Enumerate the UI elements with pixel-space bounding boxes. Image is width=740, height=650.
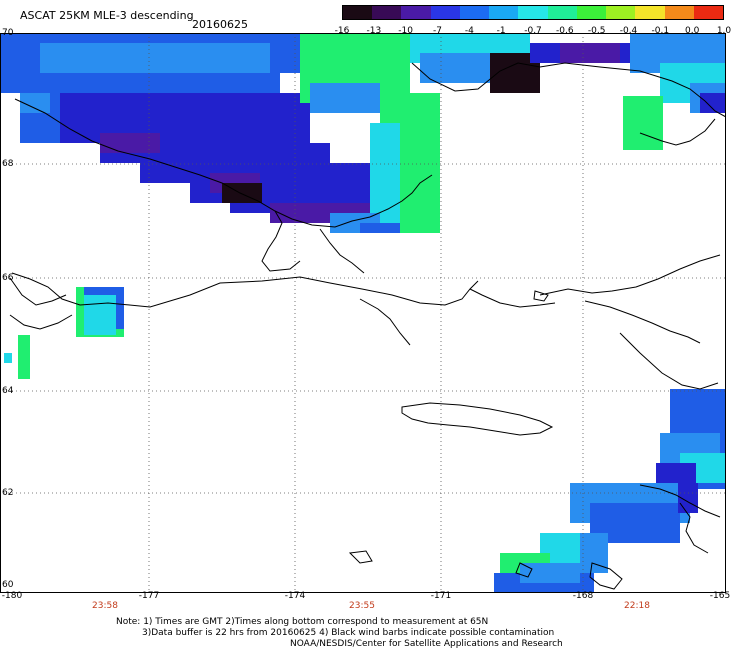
chart-date: 20160625: [192, 18, 248, 31]
color-scale-swatch: [664, 6, 694, 19]
color-scale-swatch: [518, 6, 548, 19]
seward-south: [584, 300, 701, 344]
longitude-label: -165: [709, 591, 731, 601]
wind-speed-pixel-block: [310, 83, 380, 113]
color-scale-label: 0.0: [684, 26, 700, 36]
chukotka-cape: [261, 210, 301, 272]
wind-speed-pixel-block: [560, 43, 620, 63]
wind-speed-pixel-block: [100, 133, 160, 153]
color-scale-label: -16: [334, 26, 350, 36]
pass-time-label: 22:18: [624, 601, 650, 611]
wind-speed-pixel-block: [4, 353, 12, 363]
color-scale-label: -1: [496, 26, 506, 36]
wind-speed-pixel-block: [0, 33, 20, 93]
color-scale-swatch: [401, 6, 431, 19]
lat-lon-gridlines: [0, 33, 726, 593]
color-scale-label: -0.7: [524, 26, 542, 36]
small-islands-3: [515, 562, 533, 578]
color-scale-label: -4: [464, 26, 474, 36]
st-lawrence-island: [401, 402, 554, 436]
longitude-label: -180: [1, 591, 23, 601]
color-scale-label: -0.6: [556, 26, 574, 36]
bering-strait-coast: [469, 288, 556, 308]
chukotka-inlet: [319, 228, 365, 274]
color-scale-swatch: [606, 6, 636, 19]
color-scale-swatch: [693, 6, 724, 19]
color-scale-swatch: [635, 6, 665, 19]
chukotka-coastline: [14, 98, 371, 228]
color-scale-bar: [342, 5, 724, 20]
longitude-label: -174: [284, 591, 306, 601]
color-scale-label: -0.4: [619, 26, 638, 36]
norton-sound: [619, 332, 719, 390]
wind-speed-pixel-block: [360, 223, 400, 233]
chukotka-west-2: [9, 314, 73, 330]
chukotka-west: [9, 277, 67, 306]
color-scale-swatch: [576, 6, 607, 19]
color-scale-swatch: [459, 6, 490, 19]
wind-speed-pixel-block: [656, 463, 696, 483]
wind-speed-pixel-block: [520, 563, 580, 583]
pass-time-label: 23:55: [349, 601, 375, 611]
swath-map: [0, 33, 726, 593]
latitude-label: 60: [2, 580, 14, 590]
latitude-label: 66: [2, 273, 14, 283]
alaska-north-coast-2: [639, 118, 716, 146]
latitude-label: 64: [2, 386, 14, 396]
chart-title: ASCAT 25KM MLE-3 descending: [20, 9, 194, 22]
pass-time-label: 23:58: [92, 601, 118, 611]
note-line-2: 3)Data buffer is 22 hrs from 20160625 4)…: [142, 628, 555, 638]
note-line-1: Note: 1) Times are GMT 2)Times along bot…: [116, 617, 489, 627]
color-scale-swatch: [430, 6, 460, 19]
latitude-label: 68: [2, 159, 14, 169]
coastlines: [9, 62, 726, 590]
latitude-label: 62: [2, 488, 14, 498]
small-islands: [348, 550, 373, 564]
chukotka-south-coast: [11, 272, 479, 308]
latitude-label: 70: [2, 28, 14, 38]
wind-speed-pixel-block: [20, 93, 50, 113]
longitude-label: -177: [138, 591, 160, 601]
small-islands-2: [533, 290, 549, 302]
color-scale-swatch: [547, 6, 577, 19]
yukon-delta-2: [679, 502, 709, 554]
wind-speed-pixel-block: [18, 335, 30, 379]
alaska-north-coast: [411, 62, 726, 118]
chukotka-coastline-east: [369, 174, 433, 218]
color-scale-swatch: [372, 6, 402, 19]
map-frame: [0, 33, 726, 593]
color-scale-swatch: [489, 6, 519, 19]
longitude-label: -171: [430, 591, 452, 601]
seward-peninsula: [539, 254, 721, 296]
note-line-3: NOAA/NESDIS/Center for Satellite Applica…: [290, 639, 563, 649]
color-scale-label: -7: [433, 26, 442, 36]
wind-speed-pixel-block: [700, 93, 726, 113]
color-scale-label: -0.5: [587, 26, 606, 36]
color-scale-label: 1.0: [716, 26, 732, 36]
wind-speed-pixel-block: [84, 295, 116, 335]
wind-speed-pixel-block: [623, 96, 663, 150]
color-scale-label: -13: [366, 26, 382, 36]
yukon-delta-coast: [639, 484, 721, 518]
color-scale-label: -10: [398, 26, 414, 36]
color-scale-label: -0.1: [651, 26, 670, 36]
longitude-label: -168: [572, 591, 594, 601]
kolyuchin: [359, 298, 411, 346]
wind-speed-pixel-block: [678, 483, 698, 513]
wind-swath-pixels: [0, 33, 726, 593]
wind-speed-pixel-block: [420, 53, 500, 83]
color-scale-swatch: [343, 6, 373, 19]
nunivak: [589, 562, 623, 590]
